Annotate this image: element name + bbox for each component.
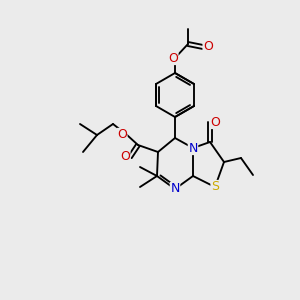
- Text: O: O: [203, 40, 213, 53]
- Text: N: N: [188, 142, 198, 154]
- Text: O: O: [120, 151, 130, 164]
- Text: N: N: [170, 182, 180, 196]
- Text: O: O: [117, 128, 127, 142]
- Text: O: O: [210, 116, 220, 128]
- Text: O: O: [168, 52, 178, 64]
- Text: S: S: [211, 181, 219, 194]
